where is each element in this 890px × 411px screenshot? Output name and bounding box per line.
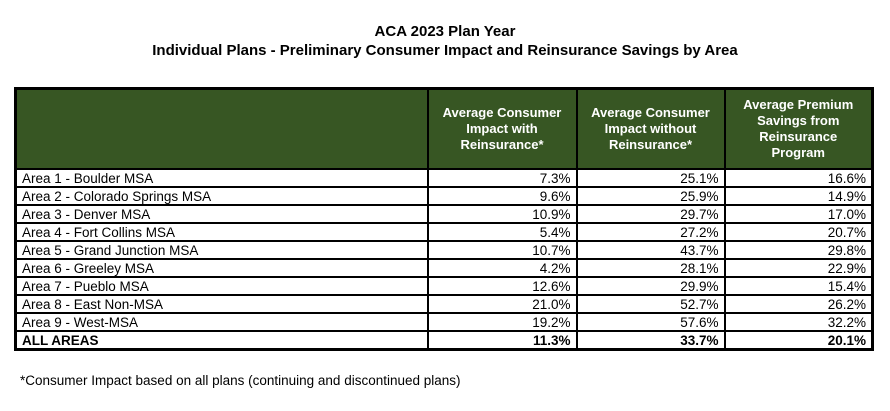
- area-name: Area 7 - Pueblo MSA: [14, 276, 429, 296]
- table-row: Area 5 - Grand Junction MSA 10.7% 43.7% …: [14, 240, 874, 260]
- impact-without-value: 25.1%: [575, 168, 726, 188]
- impact-with-value: 10.9%: [426, 204, 578, 224]
- savings-value: 22.9%: [723, 258, 874, 278]
- total-label: ALL AREAS: [14, 330, 429, 351]
- table-row: Area 1 - Boulder MSA 7.3% 25.1% 16.6%: [14, 168, 874, 188]
- title-line-1: ACA 2023 Plan Year: [374, 23, 516, 40]
- savings-value: 20.7%: [723, 222, 874, 242]
- table-row: Area 6 - Greeley MSA 4.2% 28.1% 22.9%: [14, 258, 874, 278]
- impact-without-value: 43.7%: [575, 240, 726, 260]
- impact-with-value: 21.0%: [426, 294, 578, 314]
- table-row: Area 2 - Colorado Springs MSA 9.6% 25.9%…: [14, 186, 874, 206]
- header-area: [14, 87, 429, 170]
- savings-value: 26.2%: [723, 294, 874, 314]
- total-savings-value: 20.1%: [723, 330, 874, 351]
- header-impact-with-reinsurance: Average Consumer Impact with Reinsurance…: [426, 87, 578, 170]
- impact-with-value: 19.2%: [426, 312, 578, 332]
- area-name: Area 1 - Boulder MSA: [14, 168, 429, 188]
- title-line-2: Individual Plans - Preliminary Consumer …: [152, 42, 738, 59]
- impact-with-value: 10.7%: [426, 240, 578, 260]
- savings-value: 29.8%: [723, 240, 874, 260]
- impact-without-value: 28.1%: [575, 258, 726, 278]
- impact-with-value: 9.6%: [426, 186, 578, 206]
- impact-without-value: 57.6%: [575, 312, 726, 332]
- table-row: Area 4 - Fort Collins MSA 5.4% 27.2% 20.…: [14, 222, 874, 242]
- impact-without-value: 25.9%: [575, 186, 726, 206]
- area-name: Area 2 - Colorado Springs MSA: [14, 186, 429, 206]
- area-name: Area 9 - West-MSA: [14, 312, 429, 332]
- table-row: Area 9 - West-MSA 19.2% 57.6% 32.2%: [14, 312, 874, 332]
- area-name: Area 3 - Denver MSA: [14, 204, 429, 224]
- impact-without-value: 52.7%: [575, 294, 726, 314]
- table-row: Area 8 - East Non-MSA 21.0% 52.7% 26.2%: [14, 294, 874, 314]
- impact-savings-table: Average Consumer Impact with Reinsurance…: [14, 87, 874, 351]
- header-impact-without-reinsurance: Average Consumer Impact without Reinsura…: [575, 87, 726, 170]
- table-row: Area 7 - Pueblo MSA 12.6% 29.9% 15.4%: [14, 276, 874, 296]
- impact-without-value: 29.7%: [575, 204, 726, 224]
- table-row: Area 3 - Denver MSA 10.9% 29.7% 17.0%: [14, 204, 874, 224]
- footnote: *Consumer Impact based on all plans (con…: [20, 373, 461, 388]
- area-name: Area 4 - Fort Collins MSA: [14, 222, 429, 242]
- report-title: ACA 2023 Plan Year Individual Plans - Pr…: [0, 0, 890, 60]
- area-name: Area 5 - Grand Junction MSA: [14, 240, 429, 260]
- total-row: ALL AREAS 11.3% 33.7% 20.1%: [14, 330, 874, 351]
- impact-with-value: 12.6%: [426, 276, 578, 296]
- total-impact-without-value: 33.7%: [575, 330, 726, 351]
- impact-with-value: 4.2%: [426, 258, 578, 278]
- savings-value: 32.2%: [723, 312, 874, 332]
- impact-without-value: 29.9%: [575, 276, 726, 296]
- area-name: Area 6 - Greeley MSA: [14, 258, 429, 278]
- total-impact-with-value: 11.3%: [426, 330, 578, 351]
- savings-value: 17.0%: [723, 204, 874, 224]
- header-row: Average Consumer Impact with Reinsurance…: [14, 87, 874, 170]
- impact-without-value: 27.2%: [575, 222, 726, 242]
- area-name: Area 8 - East Non-MSA: [14, 294, 429, 314]
- savings-value: 14.9%: [723, 186, 874, 206]
- impact-with-value: 7.3%: [426, 168, 578, 188]
- impact-with-value: 5.4%: [426, 222, 578, 242]
- header-premium-savings: Average Premium Savings from Reinsurance…: [723, 87, 874, 170]
- savings-value: 15.4%: [723, 276, 874, 296]
- savings-value: 16.6%: [723, 168, 874, 188]
